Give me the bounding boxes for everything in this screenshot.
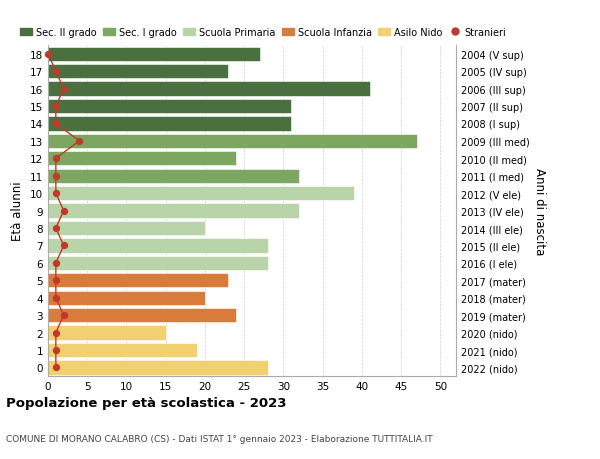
Bar — [48, 326, 166, 340]
Bar — [48, 204, 299, 218]
Point — [59, 312, 68, 319]
Bar — [48, 117, 291, 131]
Text: Popolazione per età scolastica - 2023: Popolazione per età scolastica - 2023 — [6, 396, 287, 409]
Bar — [48, 239, 268, 253]
Bar — [48, 187, 354, 201]
Bar — [48, 152, 236, 166]
Y-axis label: Età alunni: Età alunni — [11, 181, 25, 241]
Bar — [48, 308, 236, 323]
Point — [51, 294, 61, 302]
Point — [51, 347, 61, 354]
Point — [51, 260, 61, 267]
Bar — [48, 65, 229, 79]
Bar — [48, 274, 229, 288]
Bar — [48, 221, 205, 235]
Bar — [48, 291, 205, 305]
Point — [59, 86, 68, 93]
Point — [51, 68, 61, 76]
Text: COMUNE DI MORANO CALABRO (CS) - Dati ISTAT 1° gennaio 2023 - Elaborazione TUTTIT: COMUNE DI MORANO CALABRO (CS) - Dati IST… — [6, 434, 433, 442]
Point — [51, 155, 61, 162]
Bar — [48, 47, 260, 62]
Legend: Sec. II grado, Sec. I grado, Scuola Primaria, Scuola Infanzia, Asilo Nido, Stran: Sec. II grado, Sec. I grado, Scuola Prim… — [20, 28, 506, 38]
Point — [51, 225, 61, 232]
Point — [51, 173, 61, 180]
Point — [51, 364, 61, 371]
Bar — [48, 82, 370, 96]
Bar — [48, 169, 299, 184]
Bar — [48, 343, 197, 358]
Bar — [48, 256, 268, 270]
Point — [43, 51, 53, 58]
Y-axis label: Anni di nascita: Anni di nascita — [533, 168, 546, 255]
Point — [59, 207, 68, 215]
Point — [51, 121, 61, 128]
Bar — [48, 100, 291, 114]
Point — [74, 138, 84, 145]
Bar — [48, 361, 268, 375]
Point — [51, 103, 61, 111]
Bar — [48, 134, 417, 149]
Point — [59, 242, 68, 250]
Point — [51, 190, 61, 197]
Point — [51, 329, 61, 336]
Point — [51, 277, 61, 285]
